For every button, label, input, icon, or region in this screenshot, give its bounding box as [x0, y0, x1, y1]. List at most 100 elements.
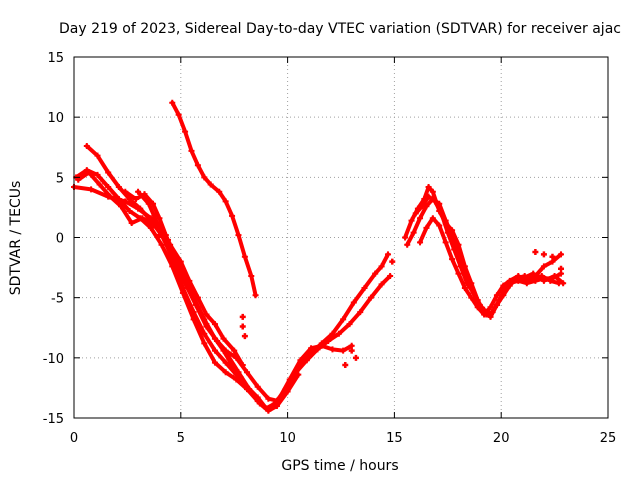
data-point: [169, 263, 176, 270]
data-point: [558, 265, 565, 272]
data-point: [96, 181, 103, 188]
y-tick-label: 0: [56, 232, 64, 247]
data-point: [222, 198, 229, 205]
data-point: [378, 281, 385, 288]
data-point: [128, 220, 135, 227]
data-point: [558, 251, 565, 258]
data-point: [211, 347, 218, 354]
data-point: [156, 232, 163, 239]
data-point: [229, 362, 236, 369]
data-point: [137, 205, 144, 212]
data-point: [244, 369, 251, 376]
data-point: [237, 374, 244, 381]
data-point: [540, 251, 547, 258]
data-point: [506, 277, 513, 284]
data-point: [115, 183, 122, 190]
data-point: [449, 256, 456, 263]
data-point: [248, 273, 255, 280]
data-point: [229, 212, 236, 219]
data-point: [182, 128, 189, 135]
data-point: [203, 321, 210, 328]
data-point: [457, 263, 464, 270]
data-point: [540, 263, 547, 270]
data-point: [560, 280, 567, 287]
data-point: [346, 321, 353, 328]
series-track-d: [76, 170, 301, 413]
x-tick-label: 10: [279, 431, 296, 446]
data-point: [122, 188, 129, 195]
data-point: [404, 241, 411, 248]
data-point: [464, 280, 471, 287]
data-point: [335, 330, 342, 337]
data-point: [201, 330, 208, 337]
data-point: [220, 335, 227, 342]
data-point: [329, 330, 336, 337]
data-point: [211, 321, 218, 328]
data-point: [481, 311, 488, 318]
data-point: [94, 171, 101, 178]
data-point: [451, 246, 458, 253]
data-point: [201, 174, 208, 181]
x-tick-label: 0: [70, 431, 78, 446]
data-point: [429, 188, 436, 195]
data-point: [438, 210, 445, 217]
x-tick-label: 20: [493, 431, 510, 446]
data-point: [350, 299, 357, 306]
data-point: [442, 239, 449, 246]
data-point: [207, 181, 214, 188]
data-point: [194, 294, 201, 301]
series-track-f: [136, 189, 245, 368]
data-point: [107, 193, 114, 200]
data-point: [211, 335, 218, 342]
data-point: [532, 248, 539, 255]
data-point: [164, 241, 171, 248]
data-point: [417, 215, 424, 222]
data-point: [241, 333, 248, 340]
data-point: [417, 239, 424, 246]
data-point: [284, 388, 291, 395]
data-point: [410, 229, 417, 236]
data-point: [203, 311, 210, 318]
data-point: [342, 362, 349, 369]
data-point: [329, 346, 336, 353]
grid: [74, 57, 608, 418]
data-point: [145, 200, 152, 207]
data-point: [85, 169, 92, 176]
data-point: [252, 292, 259, 299]
data-point: [126, 208, 133, 215]
data-point: [378, 263, 385, 270]
data-point: [308, 350, 315, 357]
data-point: [295, 371, 302, 378]
data-point: [384, 251, 391, 258]
data-point: [220, 347, 227, 354]
data-point: [412, 210, 419, 217]
data-point: [177, 258, 184, 265]
data-point: [496, 297, 503, 304]
data-point: [132, 195, 139, 202]
x-tick-label: 25: [600, 431, 617, 446]
data-point: [105, 183, 112, 190]
data-point: [318, 340, 325, 347]
data-point: [156, 215, 163, 222]
series-track-g: [170, 100, 258, 298]
data-point: [186, 277, 193, 284]
data-point: [429, 215, 436, 222]
data-point: [169, 99, 176, 106]
data-point: [455, 270, 462, 277]
data-point: [194, 304, 201, 311]
data-point: [474, 304, 481, 311]
data-point: [461, 285, 468, 292]
data-point: [175, 111, 182, 118]
data-point: [105, 169, 112, 176]
data-point: [265, 407, 272, 414]
data-point: [239, 313, 246, 320]
data-point: [551, 273, 558, 280]
data-point: [201, 340, 208, 347]
data-point: [489, 309, 496, 316]
y-tick-label: -5: [51, 292, 64, 307]
data-point: [233, 376, 240, 383]
data-point: [83, 143, 90, 150]
x-axis-label: GPS time / hours: [281, 458, 398, 474]
y-tick-label: 5: [56, 171, 64, 186]
